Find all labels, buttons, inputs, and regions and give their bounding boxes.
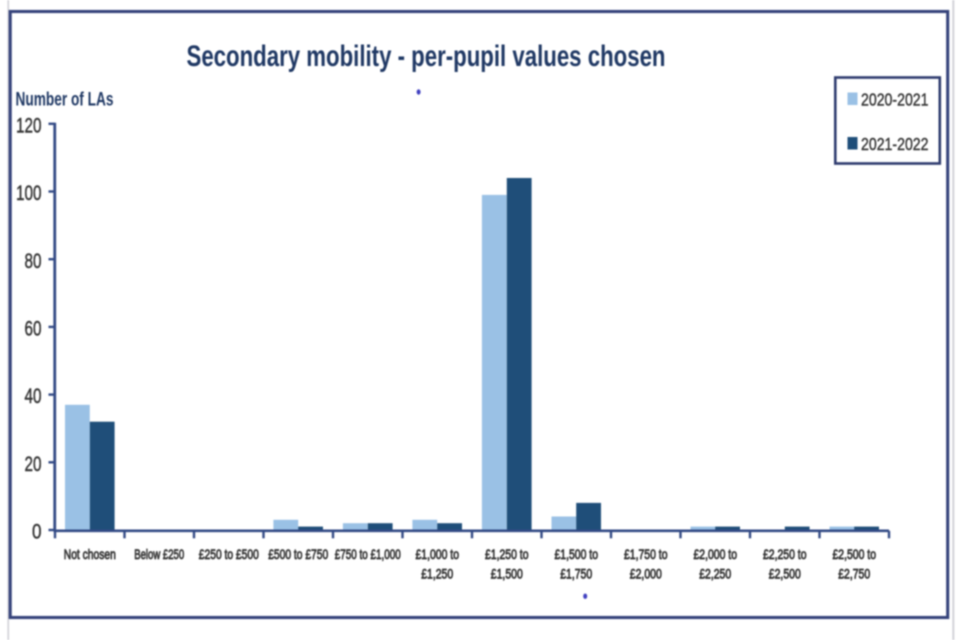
svg-text:40: 40: [25, 385, 42, 408]
svg-text:£2,500 to: £2,500 to: [833, 546, 877, 562]
svg-text:£1,000 to: £1,000 to: [416, 546, 460, 562]
svg-text:120: 120: [16, 114, 42, 137]
svg-text:£1,750: £1,750: [560, 565, 592, 581]
svg-text:£250 to £500: £250 to £500: [199, 546, 259, 562]
svg-text:80: 80: [25, 250, 42, 273]
svg-text:Below £250: Below £250: [134, 546, 184, 562]
svg-text:£1,750 to: £1,750 to: [624, 546, 668, 562]
svg-text:£2,250: £2,250: [699, 565, 731, 581]
svg-text:£2,750: £2,750: [838, 565, 870, 581]
svg-text:0: 0: [32, 521, 42, 544]
svg-text:Secondary mobility - per-pupil: Secondary mobility - per-pupil values ch…: [187, 40, 666, 73]
svg-text:£500 to £750: £500 to £750: [268, 546, 328, 562]
svg-text:2021-2022: 2021-2022: [861, 134, 929, 154]
svg-text:£1,500: £1,500: [491, 565, 523, 581]
svg-text:£1,500 to: £1,500 to: [555, 546, 599, 562]
svg-text:20: 20: [25, 453, 42, 476]
svg-text:Number of LAs: Number of LAs: [16, 90, 114, 111]
svg-text:£2,000: £2,000: [630, 565, 662, 581]
svg-text:£2,000 to: £2,000 to: [694, 546, 738, 562]
svg-text:£2,500: £2,500: [769, 565, 801, 581]
svg-text:£1,250 to: £1,250 to: [485, 546, 529, 562]
svg-text:2020-2021: 2020-2021: [861, 90, 929, 110]
svg-text:60: 60: [25, 318, 42, 341]
svg-text:£1,250: £1,250: [421, 565, 453, 581]
svg-text:£2,250 to: £2,250 to: [763, 546, 807, 562]
svg-text:Not chosen: Not chosen: [64, 546, 116, 562]
svg-text:£750 to £1,000: £750 to £1,000: [335, 546, 401, 562]
svg-text:100: 100: [16, 182, 42, 205]
